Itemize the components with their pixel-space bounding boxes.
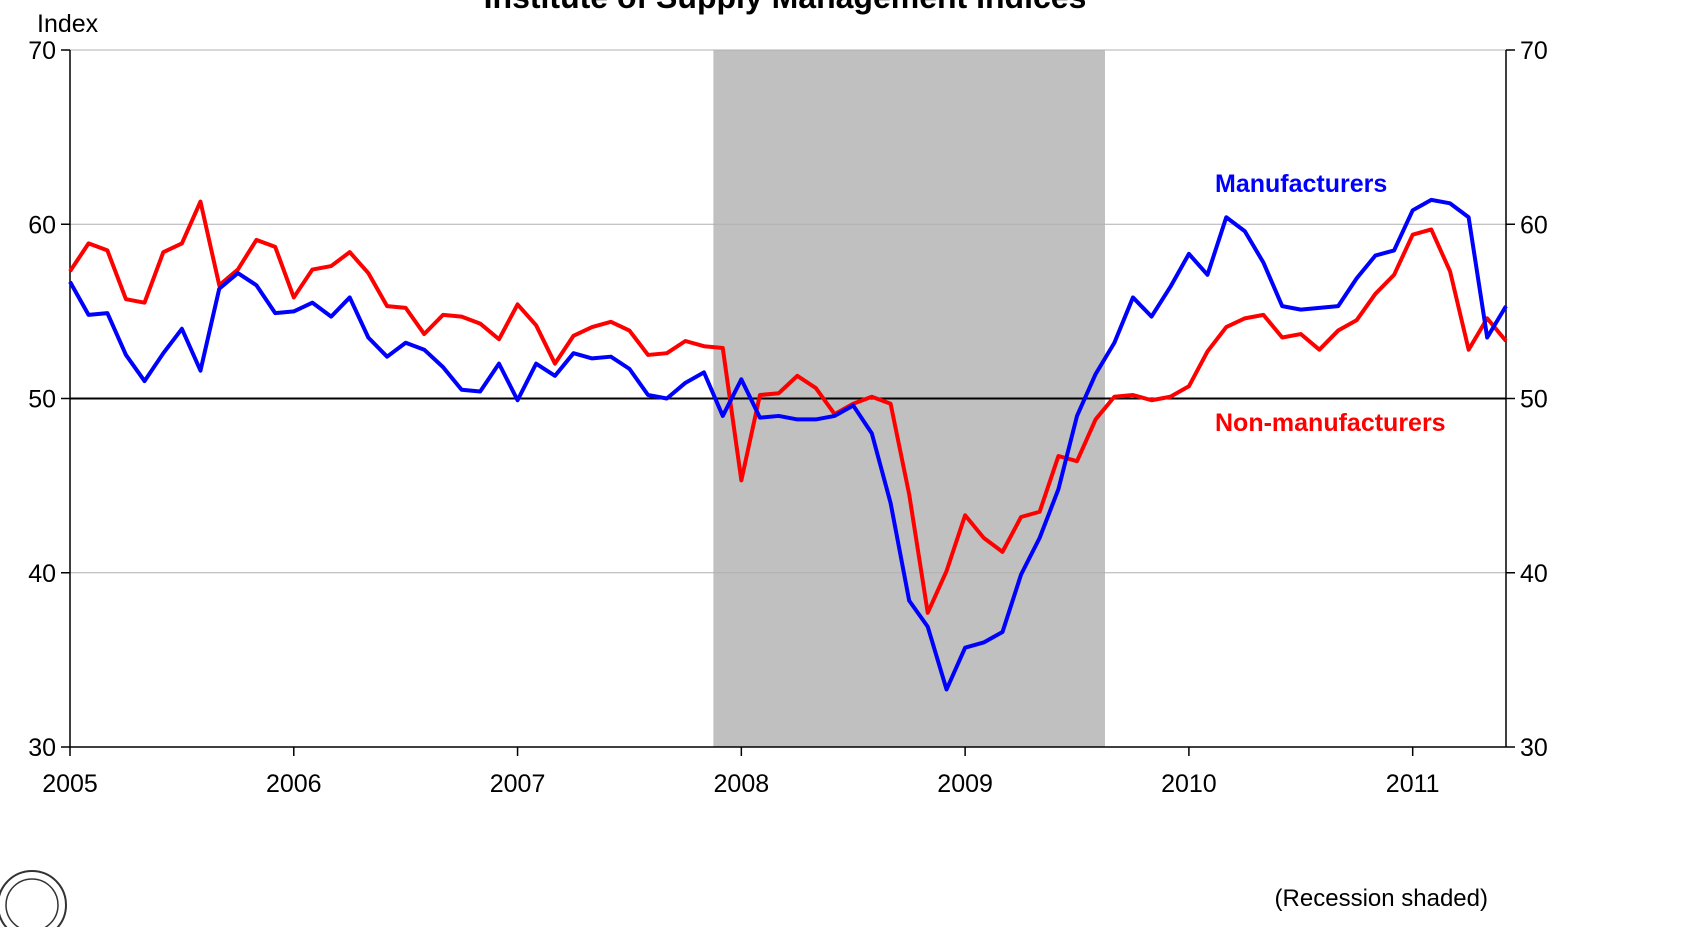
y2-tick-label: 30: [1520, 734, 1548, 762]
x-tick-label: 2011: [1386, 770, 1440, 798]
y-tick-label: 60: [28, 211, 56, 239]
series-line: [68, 197, 1508, 692]
y-tick-label: 50: [28, 386, 56, 414]
series-line: [68, 199, 1508, 615]
x-tick-label: 2009: [937, 770, 993, 798]
logo: [0, 870, 67, 927]
x-tick-label: 2007: [490, 770, 546, 798]
legend-label: Non-manufacturers: [1215, 409, 1446, 437]
annotation: (Recession shaded): [1275, 885, 1488, 912]
x-tick-label: 2005: [42, 770, 98, 798]
y-axis-label: Index: [37, 10, 99, 38]
y-tick-label: 30: [28, 734, 56, 762]
x-tick-label: 2006: [266, 770, 322, 798]
chart-title: Institute of Supply Management Indices: [484, 0, 1087, 15]
y2-tick-label: 40: [1520, 560, 1548, 588]
y2-tick-label: 50: [1520, 386, 1548, 414]
y2-tick-label: 60: [1520, 211, 1548, 239]
x-tick-label: 2010: [1161, 770, 1217, 798]
y-tick-label: 70: [28, 37, 56, 65]
y2-tick-label: 70: [1520, 37, 1548, 65]
y-tick-label: 40: [28, 560, 56, 588]
legend-label: Manufacturers: [1215, 170, 1387, 198]
x-tick-label: 2008: [714, 770, 770, 798]
